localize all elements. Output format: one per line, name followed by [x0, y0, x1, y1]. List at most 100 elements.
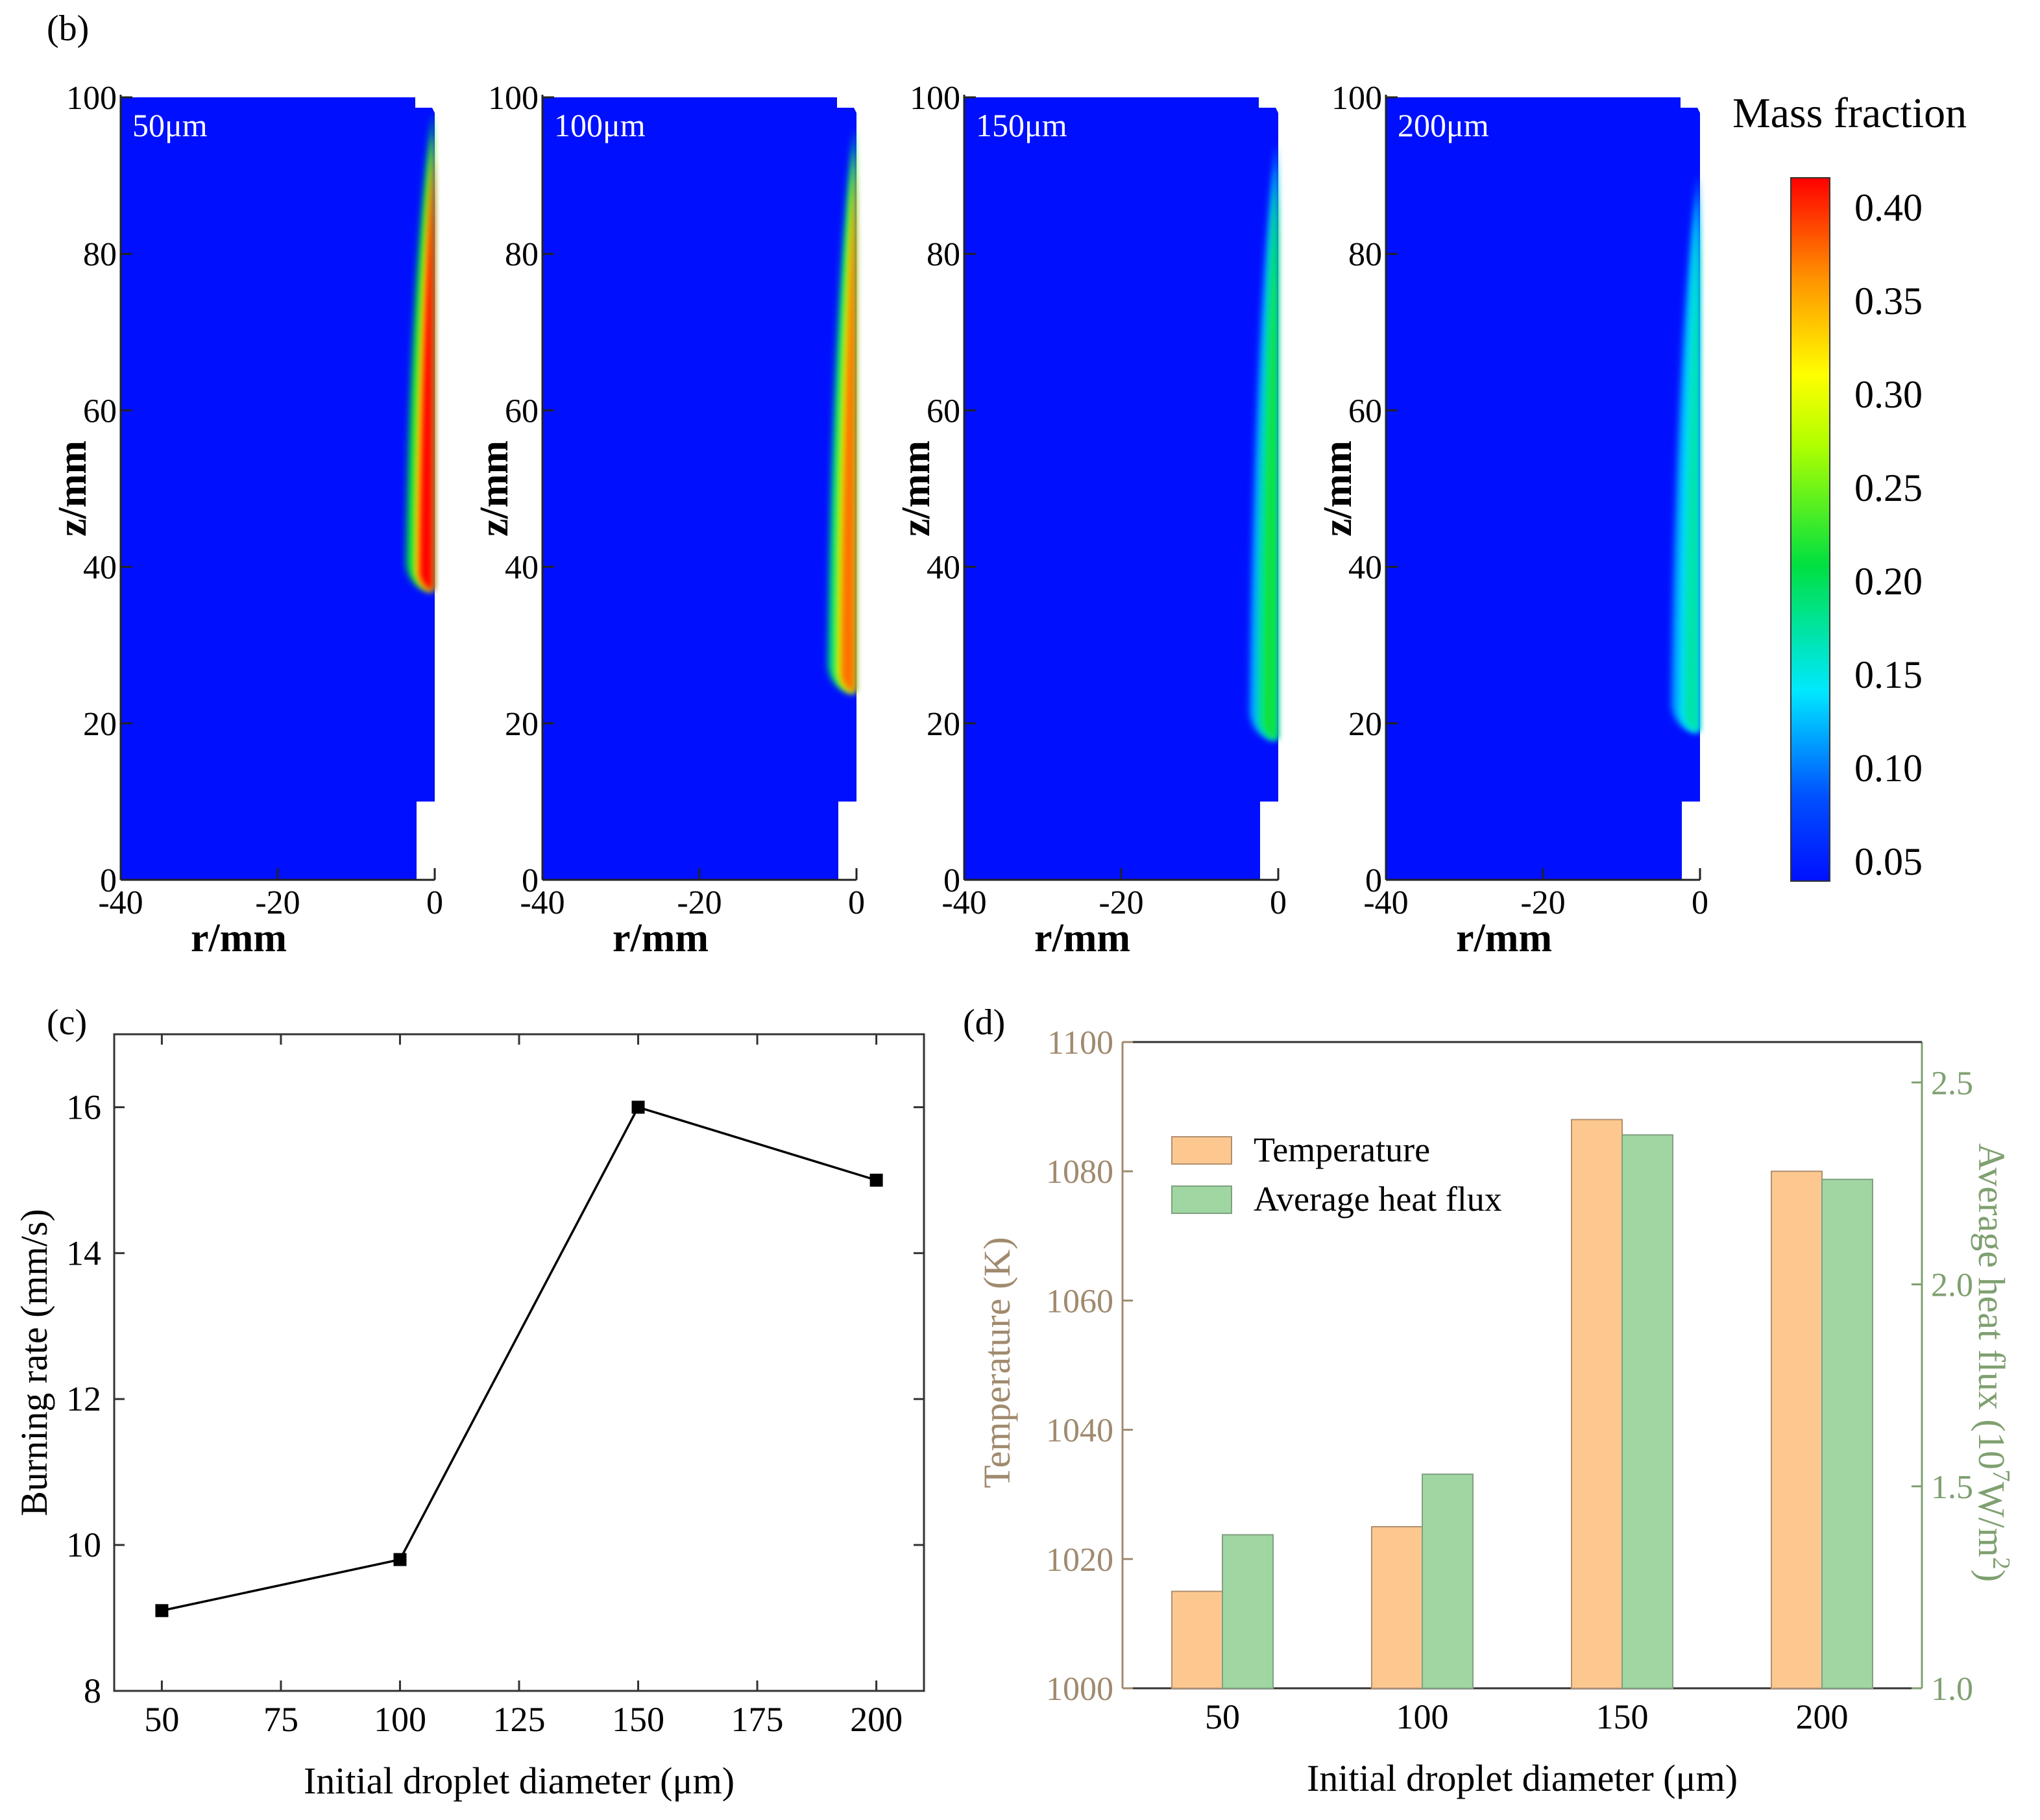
c-xtick-label: 175 — [731, 1700, 784, 1739]
contour-map-1: 50μm 0 20 40 60 80 100 -40 -20 0 r/mm z/mm — [51, 80, 443, 960]
contour-map-3: 150μm 0 20 40 60 80 100 -40 -20 0 r/mm z/mm — [894, 80, 1287, 960]
colorbar-tick-label: 0.15 — [1854, 653, 1923, 696]
bar-temperature — [1571, 1119, 1623, 1689]
d-ytick-right-label: 1.5 — [1931, 1469, 1973, 1506]
map-label: 150μm — [976, 107, 1067, 143]
ylabel-right-main: Average heat flux (10 — [1971, 1143, 2013, 1470]
panel-d: (d) 1000 1020 1040 1060 1080 1100 1.0 1.5 2.0 2.5… — [963, 1002, 2015, 1799]
map-xlabel: r/mm — [191, 916, 287, 960]
map-label: 100μm — [554, 107, 646, 143]
map-xtick-label: -20 — [1099, 884, 1143, 921]
map-ytick-label: 80 — [83, 236, 117, 273]
colorbar-tick-label: 0.20 — [1854, 560, 1923, 603]
colorbar: Mass fraction 0.400.350.300.250.200.150.… — [1732, 90, 1967, 883]
panel-c-plot-frame — [113, 1033, 925, 1692]
map-label: 50μm — [132, 107, 208, 143]
panel-c-axes: 50 75 100 125 150 175 200 8 10 12 14 16 — [66, 1034, 924, 1739]
map-ytick-label: 100 — [1331, 80, 1382, 117]
legend-label-temperature: Temperature — [1254, 1130, 1430, 1169]
d-ytick-left-label: 1020 — [1046, 1542, 1113, 1579]
map-ytick-label: 20 — [505, 706, 539, 743]
map-xlabel: r/mm — [1034, 916, 1130, 960]
d-ytick-left-label: 1000 — [1046, 1671, 1113, 1708]
map-ytick-label: 0 — [943, 862, 960, 899]
colorbar-gradient — [1790, 177, 1830, 882]
d-ytick-right-label: 1.0 — [1931, 1671, 1973, 1708]
d-ytick-left-label: 1080 — [1046, 1154, 1113, 1191]
colorbar-tick-label: 0.10 — [1854, 747, 1923, 790]
contour-field — [121, 97, 435, 880]
c-ytick-label: 14 — [66, 1233, 101, 1272]
d-xtick-label: 100 — [1396, 1697, 1449, 1736]
c-ytick-label: 8 — [84, 1671, 101, 1710]
map-xtick-label: 0 — [848, 884, 865, 921]
bar-heat-flux — [1422, 1474, 1474, 1689]
map-ytick-label: 40 — [927, 550, 960, 587]
burning-rate-line — [162, 1106, 877, 1612]
bar-temperature — [1771, 1171, 1823, 1689]
c-ytick-label: 10 — [66, 1525, 101, 1564]
map-ytick-label: 40 — [1348, 550, 1382, 587]
c-xtick-label: 100 — [374, 1700, 426, 1739]
c-xtick-label: 200 — [850, 1700, 903, 1739]
ylabel-right-mid: W/m — [1971, 1482, 2013, 1557]
map-ytick-label: 80 — [1348, 236, 1382, 273]
colorbar-tick-label: 0.40 — [1854, 186, 1923, 229]
map-ylabel: z/mm — [472, 441, 516, 537]
c-xtick-label: 150 — [612, 1700, 664, 1739]
d-ytick-left-label: 1100 — [1047, 1025, 1113, 1062]
d-ytick-left-label: 1040 — [1046, 1413, 1113, 1450]
map-xtick-label: -40 — [520, 884, 565, 921]
panel-c-series — [155, 1100, 883, 1618]
c-xtick-label: 75 — [263, 1700, 298, 1739]
map-xtick-label: 0 — [426, 884, 443, 921]
map-xlabel: r/mm — [1456, 916, 1552, 960]
colorbar-ticks: 0.40 0.35 0.30 0.25 0.20 0.15 0.10 0.05 — [1854, 186, 1923, 883]
ylabel-right-sup1: 7 — [1987, 1470, 2015, 1482]
map-ytick-label: 80 — [927, 236, 960, 273]
map-ytick-label: 0 — [100, 862, 117, 899]
map-ytick-label: 60 — [1348, 393, 1382, 430]
colorbar-tick-label: 0.05 — [1854, 840, 1923, 883]
map-label: 200μm — [1398, 107, 1489, 143]
d-ytick-right-label: 2.0 — [1931, 1267, 1973, 1304]
burning-rate-point — [155, 1604, 169, 1618]
panel-d-bars — [1171, 1119, 1873, 1690]
panel-d-ylabel-left: Temperature (K) — [976, 1237, 1018, 1488]
contour-map-4: 200μm 0 20 40 60 80 100 -40 -20 0 r/mm z/mm — [1316, 80, 1708, 960]
map-xtick-label: -40 — [98, 884, 143, 921]
map-xtick-label: -20 — [255, 884, 300, 921]
map-xlabel: r/mm — [613, 916, 709, 960]
burning-rate-point — [869, 1173, 883, 1187]
map-ytick-label: 100 — [910, 80, 960, 117]
legend-swatch-heat-flux — [1171, 1185, 1232, 1214]
map-ytick-label: 100 — [488, 80, 539, 117]
panel-c-label: (c) — [47, 1002, 87, 1043]
map-xtick-label: -40 — [1363, 884, 1408, 921]
panel-c-ylabel: Burning rate (mm/s) — [13, 1209, 55, 1516]
map-xtick-label: -20 — [1520, 884, 1565, 921]
burning-rate-point — [393, 1553, 407, 1566]
bar-heat-flux — [1621, 1134, 1673, 1690]
d-xtick-label: 50 — [1205, 1697, 1240, 1736]
panel-d-legend: Temperature Average heat flux — [1171, 1130, 1502, 1219]
plume-core — [841, 174, 855, 692]
panel-d-xlabel: Initial droplet diameter (μm) — [1307, 1757, 1738, 1799]
d-ytick-left-label: 1060 — [1046, 1283, 1113, 1320]
bar-heat-flux — [1222, 1534, 1274, 1689]
map-ytick-label: 20 — [927, 706, 960, 743]
colorbar-tick-label: 0.25 — [1854, 467, 1923, 509]
panel-c: (c) 50 75 100 125 150 175 200 8 10 12 14 16 Initial… — [13, 1002, 925, 1802]
map-ytick-label: 40 — [83, 550, 117, 587]
map-ytick-label: 20 — [83, 706, 117, 743]
map-xtick-label: -40 — [941, 884, 986, 921]
map-ytick-label: 60 — [83, 393, 117, 430]
c-ytick-label: 16 — [66, 1087, 101, 1126]
panel-c-xlabel: Initial droplet diameter (μm) — [304, 1760, 735, 1802]
legend-swatch-temperature — [1171, 1136, 1232, 1165]
contour-field — [542, 97, 856, 880]
d-xtick-label: 200 — [1796, 1697, 1849, 1736]
map-xtick-label: 0 — [1692, 884, 1708, 921]
burning-rate-point — [631, 1100, 645, 1114]
